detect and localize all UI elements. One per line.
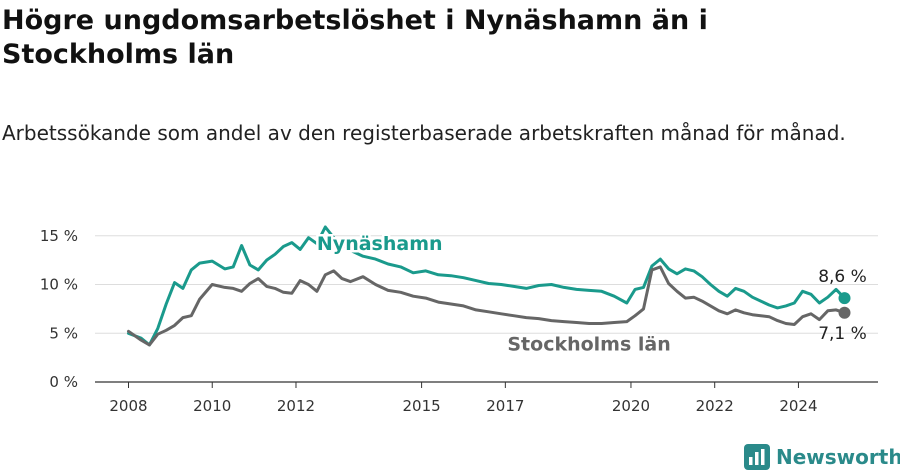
newsworthy-brand: Newsworthy [744, 442, 900, 472]
x-tick-label: 2010 [193, 397, 231, 415]
x-tick-label: 2020 [612, 397, 650, 415]
end-value-label: 7,1 % [818, 324, 867, 344]
x-tick-label: 2017 [486, 397, 524, 415]
x-tick-label: 2012 [277, 397, 315, 415]
series-name-label: Stockholms län [507, 334, 670, 356]
x-tick-label: 2024 [779, 397, 817, 415]
end-value-label: 8,6 % [818, 267, 867, 287]
y-tick-label: 5 % [49, 324, 78, 342]
chart-title: Högre ungdomsarbetslöshet i Nynäshamn än… [2, 5, 708, 70]
series-lines [127, 225, 851, 347]
gridlines [95, 235, 878, 383]
end-point-nynashamn [838, 292, 851, 305]
y-tick-label: 0 % [49, 373, 78, 391]
y-tick-label: 15 % [40, 227, 78, 245]
brand-name: Newsworthy [776, 445, 900, 469]
x-axis: 2008 2010 2012 2015 2017 2020 2022 2024 [109, 382, 818, 415]
x-tick-label: 2015 [403, 397, 441, 415]
x-tick-label: 2022 [696, 397, 734, 415]
series-labels: 8,6 % Nynäshamn 7,1 % Stockholms län [314, 231, 867, 358]
end-point-stockholms-lan [838, 306, 851, 319]
series-name-label: Nynäshamn [317, 233, 443, 255]
chart-subtitle: Arbetssökande som andel av den registerb… [2, 121, 846, 145]
bar-chart-logo-icon [744, 444, 770, 470]
x-tick-label: 2008 [109, 397, 147, 415]
y-tick-label: 10 % [40, 276, 78, 294]
y-axis: 0 % 5 % 10 % 15 % [40, 227, 78, 391]
series-line-stockholms-lan [127, 265, 846, 347]
series-line-nynashamn [127, 225, 846, 347]
